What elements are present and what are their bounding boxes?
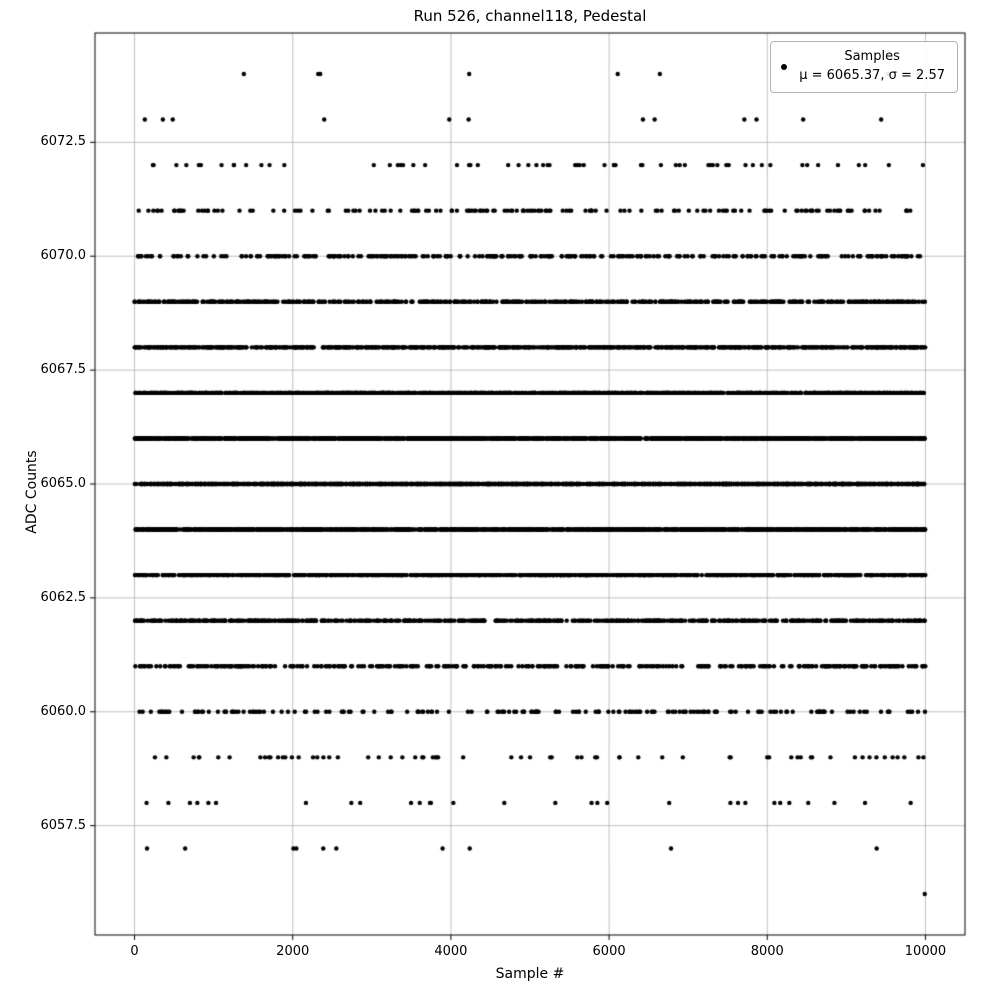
- x-tick-label: 0: [130, 944, 139, 959]
- y-tick-label: 6072.5: [40, 134, 87, 150]
- y-tick-label: 6060.0: [40, 703, 87, 719]
- legend-text: Samples μ = 6065.37, σ = 2.57: [799, 48, 945, 86]
- x-tick-label: 6000: [592, 944, 626, 959]
- legend-label: Samples: [844, 49, 900, 64]
- y-tick-label: 6062.5: [40, 589, 87, 605]
- y-tick-label: 6067.5: [40, 362, 87, 378]
- y-tick-label: 6065.0: [40, 476, 87, 491]
- y-tick-label: 6070.0: [40, 248, 87, 264]
- x-tick-label: 4000: [434, 944, 468, 959]
- x-tick-label: 2000: [276, 944, 310, 959]
- sample-marker-icon: [781, 63, 788, 70]
- x-tick-label: 10000: [904, 944, 947, 959]
- x-tick-label: 8000: [750, 944, 784, 959]
- legend-stats: μ = 6065.37, σ = 2.57: [799, 67, 945, 83]
- legend: Samples μ = 6065.37, σ = 2.57: [770, 41, 958, 93]
- y-tick-label: 6057.5: [40, 817, 87, 833]
